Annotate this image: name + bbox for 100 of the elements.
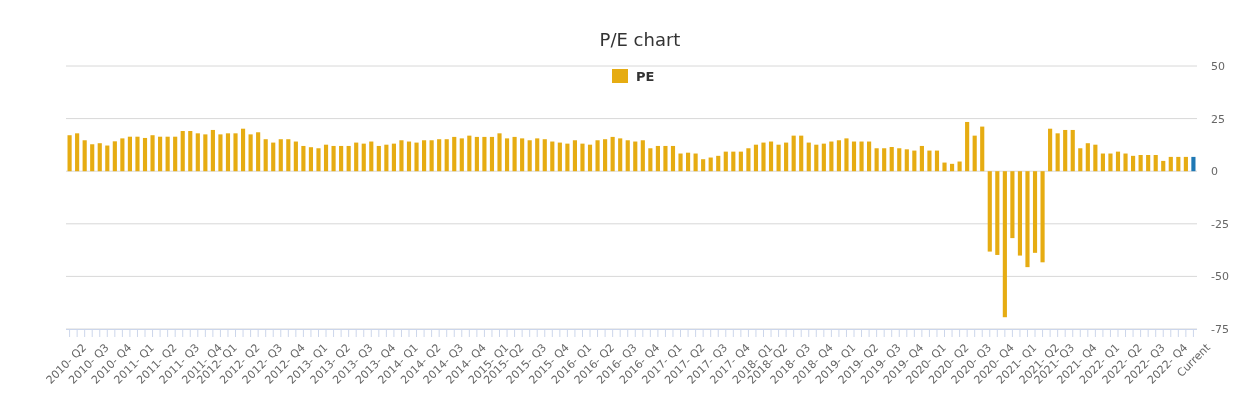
bar: [535, 138, 540, 172]
bar: [165, 136, 170, 172]
bar: [240, 128, 246, 172]
bar: [1131, 155, 1136, 172]
bar: [1025, 171, 1030, 268]
bar: [972, 135, 977, 172]
y-tick-label: -50: [1211, 270, 1229, 284]
bar: [784, 142, 789, 172]
bar: [542, 139, 547, 172]
bar: [572, 140, 578, 172]
y-tick-label: -75: [1211, 323, 1229, 337]
bar: [67, 135, 72, 172]
bar: [957, 161, 962, 172]
bar: [482, 136, 487, 172]
bar: [1048, 128, 1053, 172]
bar: [1183, 156, 1188, 172]
bar: [278, 139, 283, 172]
bar: [889, 147, 894, 172]
chart-title: P/E chart: [599, 29, 681, 50]
bar: [663, 145, 668, 172]
bar: [323, 144, 329, 172]
bar: [821, 143, 826, 172]
bar: [874, 148, 879, 172]
bar: [203, 134, 208, 172]
bar: [919, 145, 924, 172]
bar: [286, 139, 291, 172]
bar: [1010, 171, 1015, 239]
bar: [987, 171, 992, 252]
bar: [761, 142, 766, 172]
bar: [188, 131, 193, 172]
bar: [1138, 155, 1143, 172]
bar: [467, 135, 472, 172]
bar: [1017, 171, 1023, 256]
bar: [1032, 171, 1038, 253]
bar: [587, 144, 593, 172]
bar: [1040, 171, 1045, 263]
bar: [437, 139, 442, 172]
bar: [776, 144, 781, 172]
bar: [603, 139, 608, 172]
bar: [474, 136, 479, 172]
bar: [308, 147, 314, 172]
bar: [897, 148, 902, 172]
bar: [331, 145, 336, 172]
bar: [339, 145, 344, 172]
bar: [256, 132, 261, 172]
bar: [927, 150, 932, 172]
bar: [949, 163, 955, 172]
bar: [670, 145, 676, 172]
bar: [1055, 133, 1060, 172]
bar: [1100, 153, 1105, 172]
bar: [610, 136, 615, 172]
bar: [422, 140, 427, 172]
bar: [75, 133, 80, 172]
bar: [565, 143, 570, 172]
bar: [210, 129, 215, 172]
bar: [489, 136, 495, 172]
bar: [301, 145, 306, 172]
bar: [1168, 156, 1173, 172]
bar: [459, 138, 464, 172]
bar: [1085, 143, 1090, 172]
bar: [271, 142, 276, 172]
bar: [112, 141, 117, 172]
bar: [723, 151, 728, 172]
y-tick-label: 0: [1211, 165, 1218, 179]
bar: [180, 131, 185, 172]
bar: [520, 138, 525, 172]
bar: [829, 141, 834, 172]
bar: [557, 142, 562, 172]
bar: [504, 138, 510, 172]
bar: [384, 144, 389, 172]
bar: [406, 141, 412, 172]
bar: [716, 155, 721, 172]
bar: [731, 151, 736, 172]
bar: [836, 140, 841, 172]
y-tick-label: -25: [1211, 217, 1229, 231]
bar: [595, 140, 600, 172]
bar: [263, 139, 268, 172]
bar: [814, 144, 819, 172]
bar: [942, 162, 947, 172]
bar: [293, 141, 298, 172]
bar: [82, 140, 87, 172]
bar: [120, 138, 125, 172]
bar: [1146, 155, 1151, 172]
bar: [90, 144, 95, 172]
bar: [867, 141, 872, 172]
bar: [369, 141, 374, 172]
bar: [150, 135, 155, 172]
bar: [1191, 156, 1196, 172]
bar: [444, 139, 449, 172]
bar: [105, 145, 110, 172]
legend-label: PE: [636, 69, 655, 84]
bar: [127, 136, 132, 172]
bar: [429, 140, 434, 172]
bar: [354, 142, 359, 172]
bar: [934, 150, 940, 172]
bar: [980, 126, 985, 172]
bar: [1108, 153, 1113, 172]
bar: [195, 133, 200, 172]
bar: [859, 141, 864, 172]
bar: [316, 148, 321, 172]
